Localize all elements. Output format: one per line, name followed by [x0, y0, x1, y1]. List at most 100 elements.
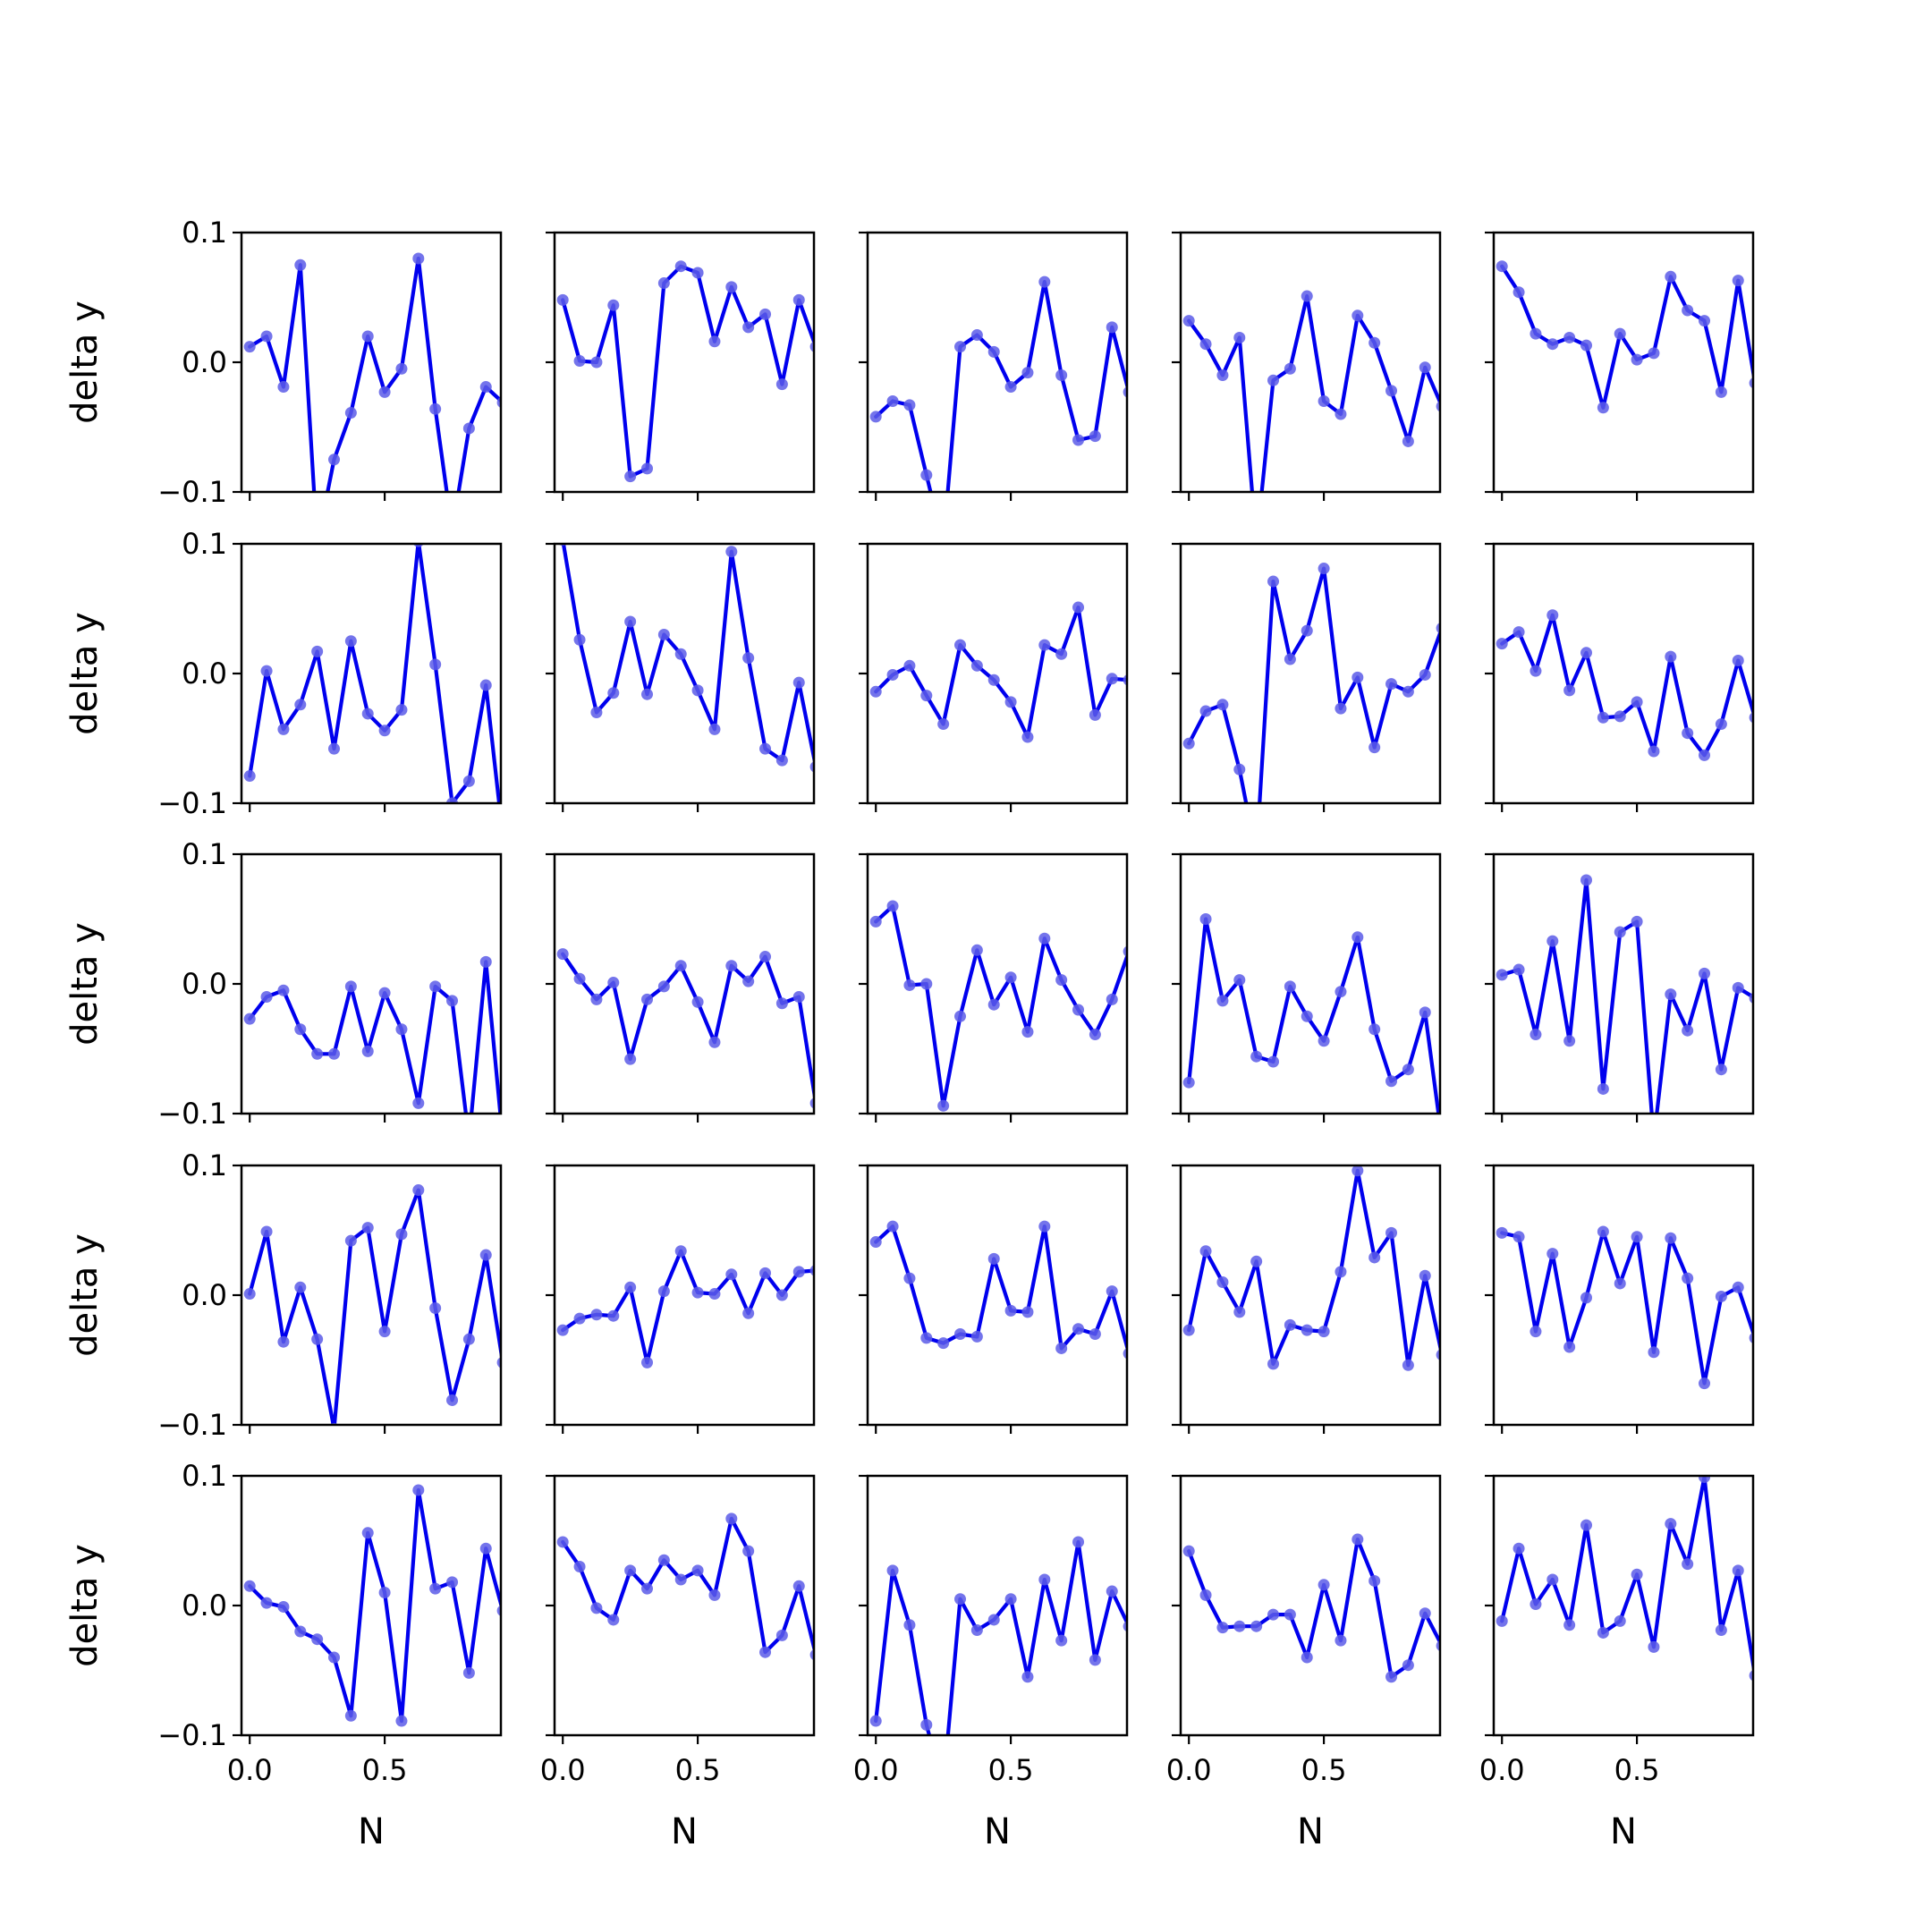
- series-line: [1500, 1229, 1753, 1385]
- data-point: [920, 690, 933, 702]
- data-point: [294, 1281, 307, 1293]
- data-point: [294, 1625, 307, 1638]
- data-point: [1004, 971, 1017, 984]
- data-point: [1496, 638, 1508, 650]
- data-point: [1665, 988, 1677, 1001]
- data-point: [607, 687, 620, 699]
- y-tick-label: 0.0: [182, 657, 227, 691]
- data-point: [1597, 1082, 1609, 1095]
- data-point: [1631, 1231, 1643, 1243]
- data-point: [920, 1332, 933, 1344]
- data-point: [1284, 980, 1296, 993]
- data-point: [1352, 1165, 1364, 1177]
- data-point: [311, 1333, 324, 1345]
- series-line: [874, 280, 1127, 492]
- data-point: [1530, 1029, 1542, 1041]
- data-point: [657, 277, 670, 290]
- data-point: [937, 718, 950, 731]
- data-point: [674, 960, 687, 972]
- data-point: [1597, 402, 1609, 414]
- x-tick-label: 0.0: [540, 1753, 586, 1787]
- series-line: [874, 1224, 1127, 1354]
- data-point: [1580, 1519, 1593, 1531]
- series-line: [874, 605, 1127, 740]
- data-point: [809, 1648, 814, 1661]
- data-point: [1614, 710, 1626, 723]
- y-tick-label: 0.0: [182, 1589, 227, 1623]
- data-point: [243, 341, 256, 353]
- data-point: [1385, 678, 1398, 691]
- data-point: [1580, 874, 1593, 886]
- data-point: [641, 1582, 654, 1595]
- data-point: [1301, 1324, 1313, 1336]
- subplot-r1-c1: −0.1 0.0 0.1 delta y: [64, 216, 503, 509]
- data-point: [573, 1561, 586, 1572]
- data-point: [1182, 1076, 1195, 1089]
- data-point: [361, 1045, 374, 1057]
- data-point: [1318, 1326, 1330, 1338]
- data-point: [1614, 1277, 1626, 1290]
- subplot-r3-c1: −0.1 0.0 0.1 delta y: [64, 837, 509, 1146]
- data-point: [1732, 1281, 1744, 1293]
- data-point: [1419, 361, 1431, 374]
- data-point: [556, 948, 569, 961]
- series-group: [243, 1484, 501, 1727]
- data-point: [886, 1564, 899, 1577]
- data-point: [1072, 1536, 1085, 1548]
- data-point: [1563, 684, 1576, 697]
- data-point: [970, 659, 983, 672]
- data-point: [1563, 1619, 1576, 1631]
- data-point: [1199, 913, 1212, 925]
- data-point: [1038, 1573, 1051, 1586]
- data-point: [1715, 386, 1727, 398]
- data-point: [641, 462, 654, 475]
- data-point: [1055, 369, 1068, 381]
- data-point: [1072, 1323, 1085, 1335]
- data-point: [462, 1666, 475, 1679]
- data-point: [1233, 1620, 1246, 1632]
- data-point: [987, 674, 1000, 686]
- subplot-r3-c2: [546, 852, 816, 1123]
- data-point: [1055, 648, 1068, 660]
- x-tick-label: 0.5: [1614, 1753, 1660, 1787]
- data-point: [260, 330, 273, 343]
- data-point: [1038, 275, 1051, 288]
- data-point: [277, 984, 290, 996]
- data-point: [903, 399, 916, 411]
- data-point: [624, 1281, 637, 1293]
- series-group: [1182, 1533, 1440, 1683]
- data-point: [1055, 974, 1068, 987]
- data-point: [446, 797, 459, 803]
- data-point: [792, 293, 805, 306]
- data-point: [937, 1782, 949, 1793]
- data-point: [1089, 1654, 1101, 1666]
- axes-frame: [553, 1164, 816, 1427]
- axes-frame: [1179, 542, 1442, 805]
- y-tick-label: −0.1: [157, 1718, 227, 1752]
- data-point: [937, 1337, 950, 1350]
- y-tick-label: 0.1: [182, 1459, 227, 1493]
- data-point: [1682, 1272, 1694, 1284]
- y-axis-label: delta y: [64, 922, 106, 1046]
- subplot-r4-c4: [1172, 1164, 1442, 1434]
- data-point: [395, 1715, 408, 1727]
- data-point: [260, 991, 273, 1003]
- data-point: [1436, 401, 1440, 412]
- data-point: [1419, 1269, 1431, 1282]
- data-point: [311, 1633, 324, 1646]
- data-point: [573, 1312, 586, 1325]
- data-point: [1335, 986, 1347, 998]
- x-tick-label: 0.5: [362, 1753, 408, 1787]
- series-line: [561, 264, 814, 479]
- data-point: [1038, 932, 1051, 945]
- data-point: [1631, 1568, 1643, 1580]
- series-line: [1500, 264, 1753, 410]
- data-point: [759, 308, 772, 320]
- data-point: [1749, 377, 1753, 389]
- data-point: [462, 1333, 475, 1345]
- data-point: [1199, 338, 1212, 351]
- data-point: [970, 1624, 983, 1637]
- data-point: [809, 1265, 814, 1276]
- data-point: [497, 1134, 509, 1146]
- data-point: [691, 1286, 704, 1299]
